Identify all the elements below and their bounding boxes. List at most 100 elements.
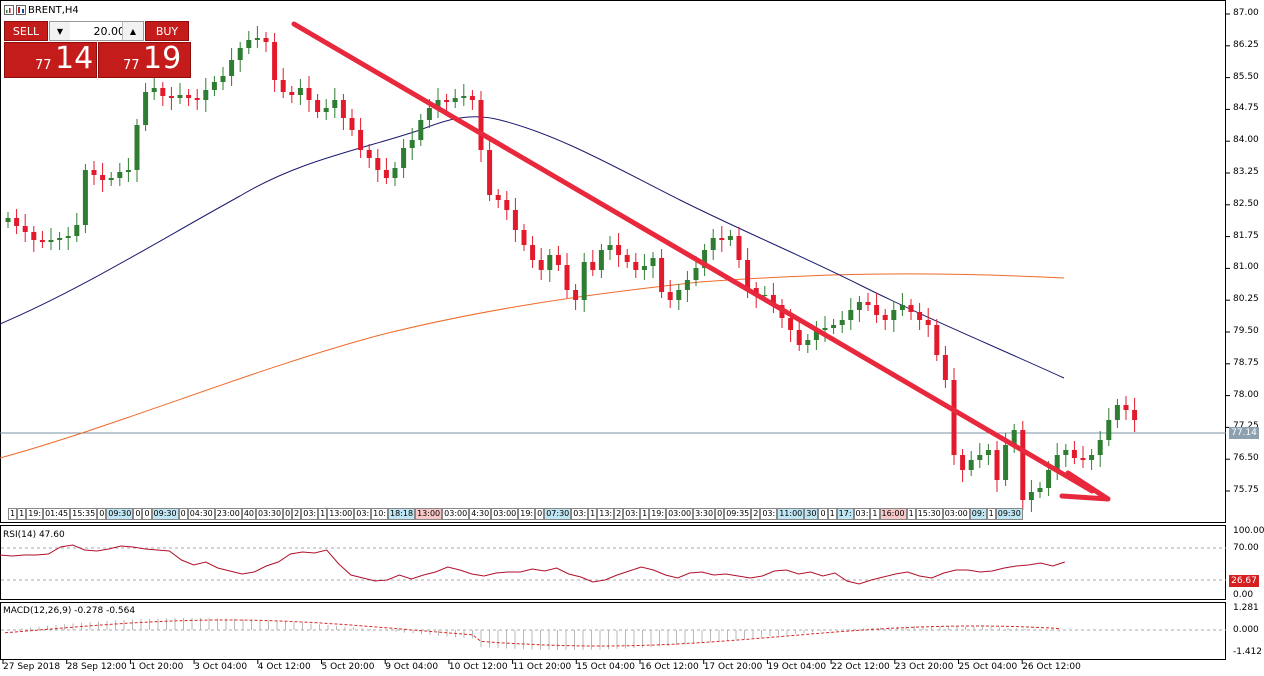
candle-bear [186, 95, 192, 98]
time-tick-label: 27 Sep 2018 [3, 662, 61, 672]
candle-bear [925, 320, 931, 325]
rsi-panel-frame [0, 525, 1226, 600]
candle-bear [994, 450, 1000, 480]
time-tick-label: 23 Oct 20:00 [894, 662, 954, 672]
candle-bull [985, 450, 991, 455]
candle-bull [702, 250, 708, 268]
separator-cell: 1 [870, 508, 880, 520]
candle-bear [504, 200, 510, 210]
main-chart-frame [0, 0, 1226, 523]
separator-cell: 0 [535, 508, 545, 520]
separator-cell: 0 [818, 508, 828, 520]
candle-bear [530, 245, 536, 260]
candle-bear [160, 88, 166, 96]
separator-cell: 10: [371, 508, 389, 520]
candle-bull [177, 95, 183, 98]
price-tick-label: 87.00 [1233, 8, 1259, 18]
time-tick-label: 3 Oct 04:00 [194, 662, 248, 672]
separator-cell: 0 [133, 508, 143, 520]
candle-bear [1080, 458, 1086, 460]
separator-cell: 13:00 [415, 508, 443, 520]
separator-cell: 19: [649, 508, 667, 520]
separator-cell: 09:30 [151, 508, 179, 520]
separator-cell: 03:30 [256, 508, 284, 520]
candle-bear [478, 100, 484, 150]
price-tick-label: 79.50 [1233, 326, 1259, 336]
sell-button[interactable]: SELL [4, 21, 48, 41]
candle-bear [538, 260, 544, 270]
candle-bull [125, 170, 131, 172]
separator-cell: 03: [623, 508, 641, 520]
candle-bear [719, 238, 725, 240]
candle-bull [581, 262, 587, 300]
candle-bull [48, 240, 54, 242]
separator-cell: 03:00 [666, 508, 694, 520]
time-tick-label: 9 Oct 04:00 [385, 662, 439, 672]
candle-bear [366, 150, 372, 158]
separator-cell: 23:00 [214, 508, 242, 520]
candle-bear [289, 92, 295, 95]
candle-bull [684, 280, 690, 290]
candle-bull [151, 88, 157, 92]
separator-cell: 19: [26, 508, 44, 520]
time-tick-label: 11 Oct 20:00 [512, 662, 572, 672]
candle-bull [831, 325, 837, 328]
chart-menu-icon[interactable] [4, 5, 14, 15]
candle-bear [39, 240, 45, 242]
candle-bull [1106, 420, 1112, 440]
separator-cell: 0 [142, 508, 152, 520]
price-axis-ticks [1226, 13, 1230, 492]
down-arrow-icon: ▼ [56, 26, 64, 36]
separator-cell: 2 [614, 508, 624, 520]
candle-bull [1054, 455, 1060, 470]
price-tick-label: 86.25 [1233, 39, 1259, 50]
candle-bull [676, 290, 682, 300]
separator-cell: 11:00 [777, 508, 805, 520]
candle-bull [297, 88, 303, 95]
separator-cell: 03:00 [491, 508, 519, 520]
candle-bear [564, 265, 570, 290]
bid-price-button[interactable]: 77 14 [4, 41, 97, 78]
separator-cell: 03: [760, 508, 778, 520]
symbol-title: BRENT,H4 [28, 4, 79, 16]
candle-bear [934, 325, 940, 355]
price-tick-label: 77.25 [1233, 421, 1259, 431]
candle-bull [607, 245, 613, 250]
ma-slow-line [0, 273, 1065, 459]
ma-fast-line [0, 116, 1065, 379]
candle-bull [1037, 488, 1043, 492]
market-watch-icon[interactable] [16, 5, 26, 15]
lot-increase-button[interactable]: ▲ [122, 22, 143, 40]
candle-bull [899, 305, 905, 310]
candle-bear [917, 312, 923, 320]
rsi-line [0, 544, 1065, 585]
rsi-level-70-label: 70.00 [1233, 543, 1259, 553]
ask-price-button[interactable]: 77 19 [98, 41, 191, 78]
lot-decrease-button[interactable]: ▼ [50, 22, 71, 40]
separator-cell: 1 [640, 508, 650, 520]
candle-bear [555, 255, 561, 265]
buy-button[interactable]: BUY [145, 21, 189, 41]
separator-cell: 4:30 [469, 508, 492, 520]
candle-bull [332, 100, 338, 108]
candle-bull [203, 90, 209, 100]
macd-signal-line [4, 619, 1060, 647]
candle-bear [340, 100, 346, 118]
separator-cell: 17: [836, 508, 854, 520]
candle-bear [874, 305, 880, 315]
price-tick-label: 80.25 [1233, 294, 1259, 305]
candle-bear [31, 232, 37, 240]
separator-cell: 15:30 [915, 508, 943, 520]
candle-bull [418, 120, 424, 140]
time-tick-label: 5 Oct 20:00 [321, 662, 375, 672]
candle-bear [349, 118, 355, 130]
trendline[interactable] [291, 21, 1095, 494]
lot-size-input[interactable] [70, 22, 127, 40]
chart-title-bar: BRENT,H4 [4, 2, 79, 18]
candle-bear [512, 210, 518, 230]
ask-price-pips: 19 [143, 41, 182, 76]
candle-bear [1132, 410, 1138, 420]
candle-bear [194, 98, 200, 100]
candle-bear [736, 236, 742, 260]
